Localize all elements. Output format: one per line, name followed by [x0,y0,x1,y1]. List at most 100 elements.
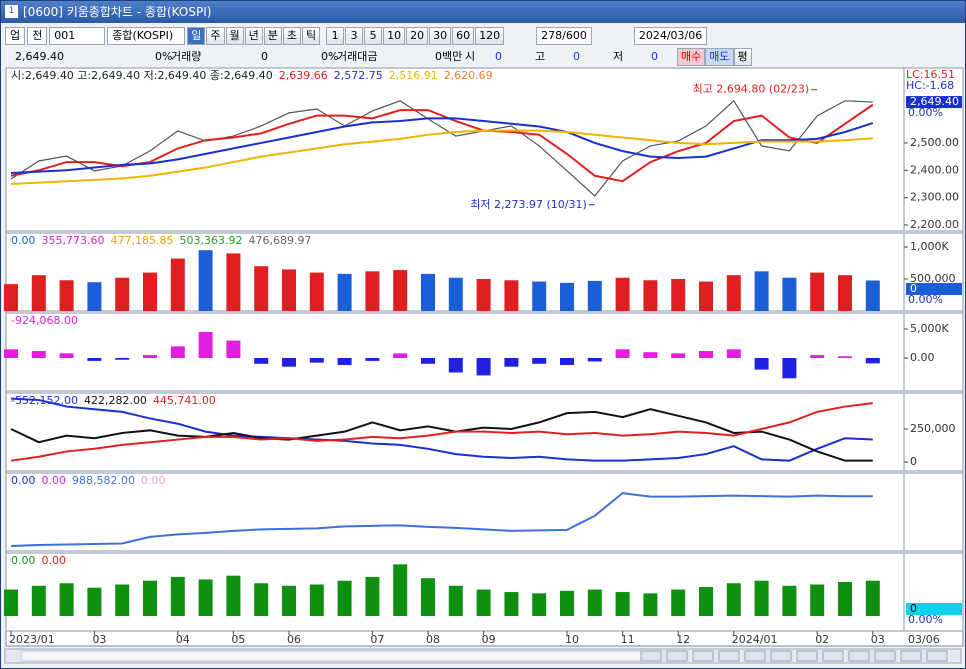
bar [810,584,825,617]
buy-button[interactable]: 매수 [677,48,706,66]
bar [671,279,686,311]
period-button[interactable]: 년 [244,27,263,45]
period-button[interactable]: 분 [263,27,282,45]
legend-value: 0.00 [42,554,67,567]
histogram-bar [226,340,241,359]
period-button[interactable]: 월 [225,27,244,45]
series-line [10,402,873,462]
bar [170,258,185,311]
scroll-control [692,650,714,662]
price: 2,649.40 [15,50,64,63]
bar [448,585,463,617]
interval-button[interactable]: 20 [406,27,429,45]
x-tick-label: 06 [287,633,301,646]
histogram-bar [448,358,463,373]
code-input[interactable]: 001 [49,27,106,45]
avg-button[interactable]: 평 [733,48,752,66]
legend-value: 503,363.92 [179,234,242,247]
period-button[interactable]: 초 [282,27,301,45]
market-select[interactable]: 업 [5,27,26,45]
bar [560,590,574,617]
interval-button[interactable]: 3 [345,27,364,45]
bar [560,282,574,311]
x-tick-label: 09 [482,633,496,646]
high-label: 고 [535,50,546,63]
bar [754,271,769,311]
y-tick-label: 2,500.00 [910,136,959,149]
bar [810,272,825,311]
interval-button[interactable]: 30 [429,27,452,45]
period-button[interactable]: 틱 [302,27,321,45]
bar [337,580,352,617]
title-bar: 1 [0600] 키움종합차트 - 종합(KOSPI) [1,1,965,23]
open: 0 [495,50,502,63]
legend-value: 355,773.60 [42,234,105,247]
y-tick-label: 5,000K [910,322,949,335]
bar [115,584,130,617]
period-button[interactable]: 일 [187,27,206,45]
histogram-bar [782,358,797,379]
last-value-box [906,96,962,109]
last-value-box [906,603,962,615]
panel-axis-frame [903,232,964,312]
amount: 0백만 [435,50,463,63]
histogram-bar [726,349,741,359]
legend-value: 0.00 [11,474,36,487]
histogram-bar [699,351,713,359]
bar [393,270,408,311]
bar [365,576,380,617]
bar [226,575,241,617]
series-line [10,129,873,185]
histogram-bar [115,358,130,360]
series-line [10,492,873,547]
bar [31,275,46,311]
series-layer [10,397,873,462]
series-layer [10,492,873,547]
name-field[interactable]: 종합(KOSPI) [107,27,186,45]
histogram-bar [560,358,574,365]
interval-button[interactable]: 5 [364,27,383,45]
legend-value: 시:2,649.40 고:2,649.40 저:2,649.40 종:2,649… [11,69,273,82]
bar [365,271,380,311]
range-select[interactable]: 전 [27,27,48,45]
series-layer [4,250,880,311]
interval-button[interactable]: 10 [383,27,406,45]
y-tick-label: 500,000 [910,272,956,285]
interval-button[interactable]: 60 [452,27,475,45]
bar [643,593,658,617]
last-percent: 0.00% [908,106,943,119]
legend-value: 2,516.91 [389,69,438,82]
volume: 0 [261,50,268,63]
interval-button[interactable]: 1 [326,27,345,45]
series-line [10,117,874,175]
period-button[interactable]: 주 [206,27,225,45]
interval-button[interactable]: 120 [475,27,505,45]
histogram-bar [671,353,686,359]
bar [699,281,713,311]
count-field[interactable]: 278/600 [536,27,592,45]
histogram-bar [365,358,380,361]
legend-value: 2,639.66 [279,69,328,82]
series-line [10,99,873,197]
bar [615,592,630,617]
bar [254,266,269,311]
scroll-control [744,650,766,662]
y-tick-label: 2,200.00 [910,218,959,231]
low-label: 저 [613,50,624,63]
bar [504,592,519,617]
change: 0% [155,50,173,63]
panel-axis-frame [903,472,964,552]
amount-label: 거래대금 [337,50,378,63]
date-field[interactable]: 2024/03/06 [633,27,708,45]
bar [143,272,157,311]
legend-value: 2,572.75 [334,69,383,82]
high: 0 [573,50,580,63]
sell-button[interactable]: 매도 [705,48,734,66]
bar [448,277,463,311]
legend-value: 2,620.69 [444,69,493,82]
histogram-bar [810,355,825,359]
series-line [10,103,874,183]
